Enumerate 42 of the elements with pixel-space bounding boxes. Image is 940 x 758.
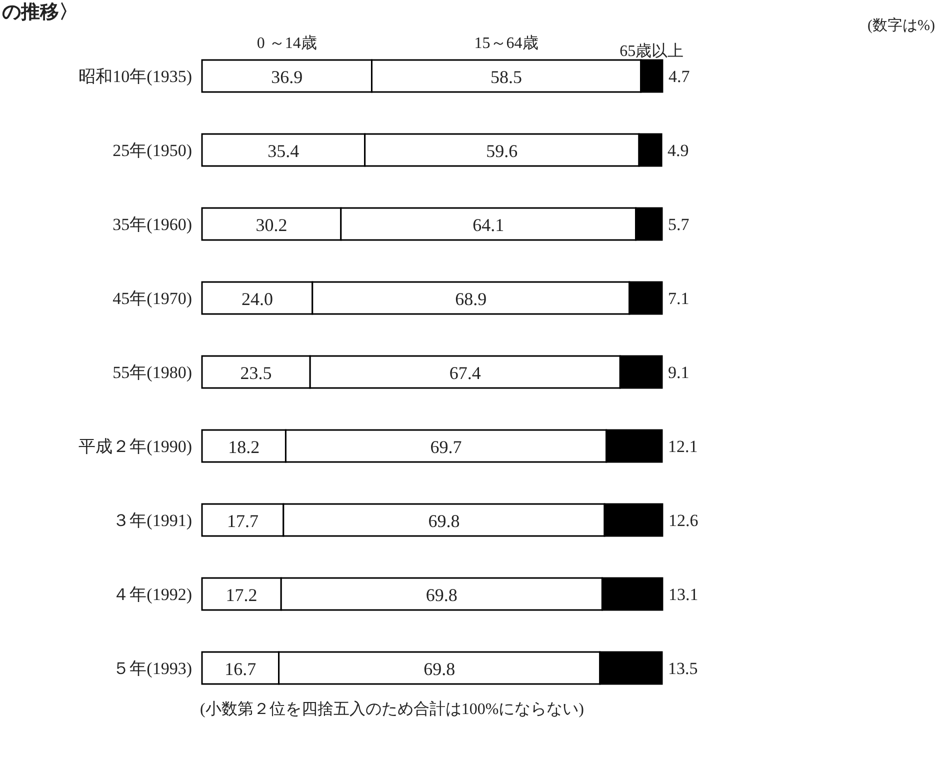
category-label: 平成２年(1990) (78, 437, 192, 456)
data-label: 17.7 (226, 511, 258, 531)
data-label: 9.1 (668, 363, 690, 382)
category-label: ３年(1991) (112, 511, 192, 530)
annotation: (小数第２位を四捨五入のため合計は100%にならない) (200, 701, 584, 718)
data-label: 13.1 (668, 585, 698, 604)
data-label: 16.7 (224, 659, 256, 679)
category-label: 55年(1980) (112, 363, 192, 382)
category-label: 昭和10年(1935) (78, 67, 192, 86)
data-label: 18.2 (228, 437, 260, 457)
data-label: 68.9 (455, 289, 487, 309)
category-label: 25年(1950) (112, 141, 192, 160)
data-label: 5.7 (668, 215, 690, 234)
annotation: (数字は%) (868, 18, 935, 34)
category-label: 45年(1970) (112, 289, 192, 308)
data-label: 12.6 (668, 511, 698, 530)
data-label: 36.9 (271, 67, 303, 87)
data-label: 69.7 (430, 437, 462, 457)
category-label: ４年(1992) (112, 585, 192, 604)
series-name: 15～64歳 (474, 35, 538, 52)
data-label: 64.1 (472, 215, 504, 235)
data-label: 58.5 (490, 67, 522, 87)
data-label: 30.2 (256, 215, 288, 235)
data-label: 12.1 (668, 437, 698, 456)
data-label: 35.4 (268, 141, 300, 161)
data-label: 59.6 (486, 141, 518, 161)
data-label: 24.0 (241, 289, 273, 309)
data-label: 67.4 (449, 363, 481, 383)
data-label: 69.8 (424, 659, 456, 679)
data-label: 69.8 (428, 511, 460, 531)
data-label: 4.7 (668, 67, 690, 86)
data-label: 23.5 (240, 363, 272, 383)
title: の推移〉 (2, 2, 78, 23)
data-label: 7.1 (668, 289, 690, 308)
data-label: 13.5 (668, 659, 698, 678)
data-label: 69.8 (426, 585, 458, 605)
data-label: 4.9 (668, 141, 689, 160)
data-label: 17.2 (226, 585, 258, 605)
category-label: ５年(1993) (112, 659, 192, 678)
series-name: 0 ～14歳 (256, 35, 317, 52)
series-name: 65歳以上 (620, 43, 684, 60)
category-label: 35年(1960) (112, 215, 192, 234)
